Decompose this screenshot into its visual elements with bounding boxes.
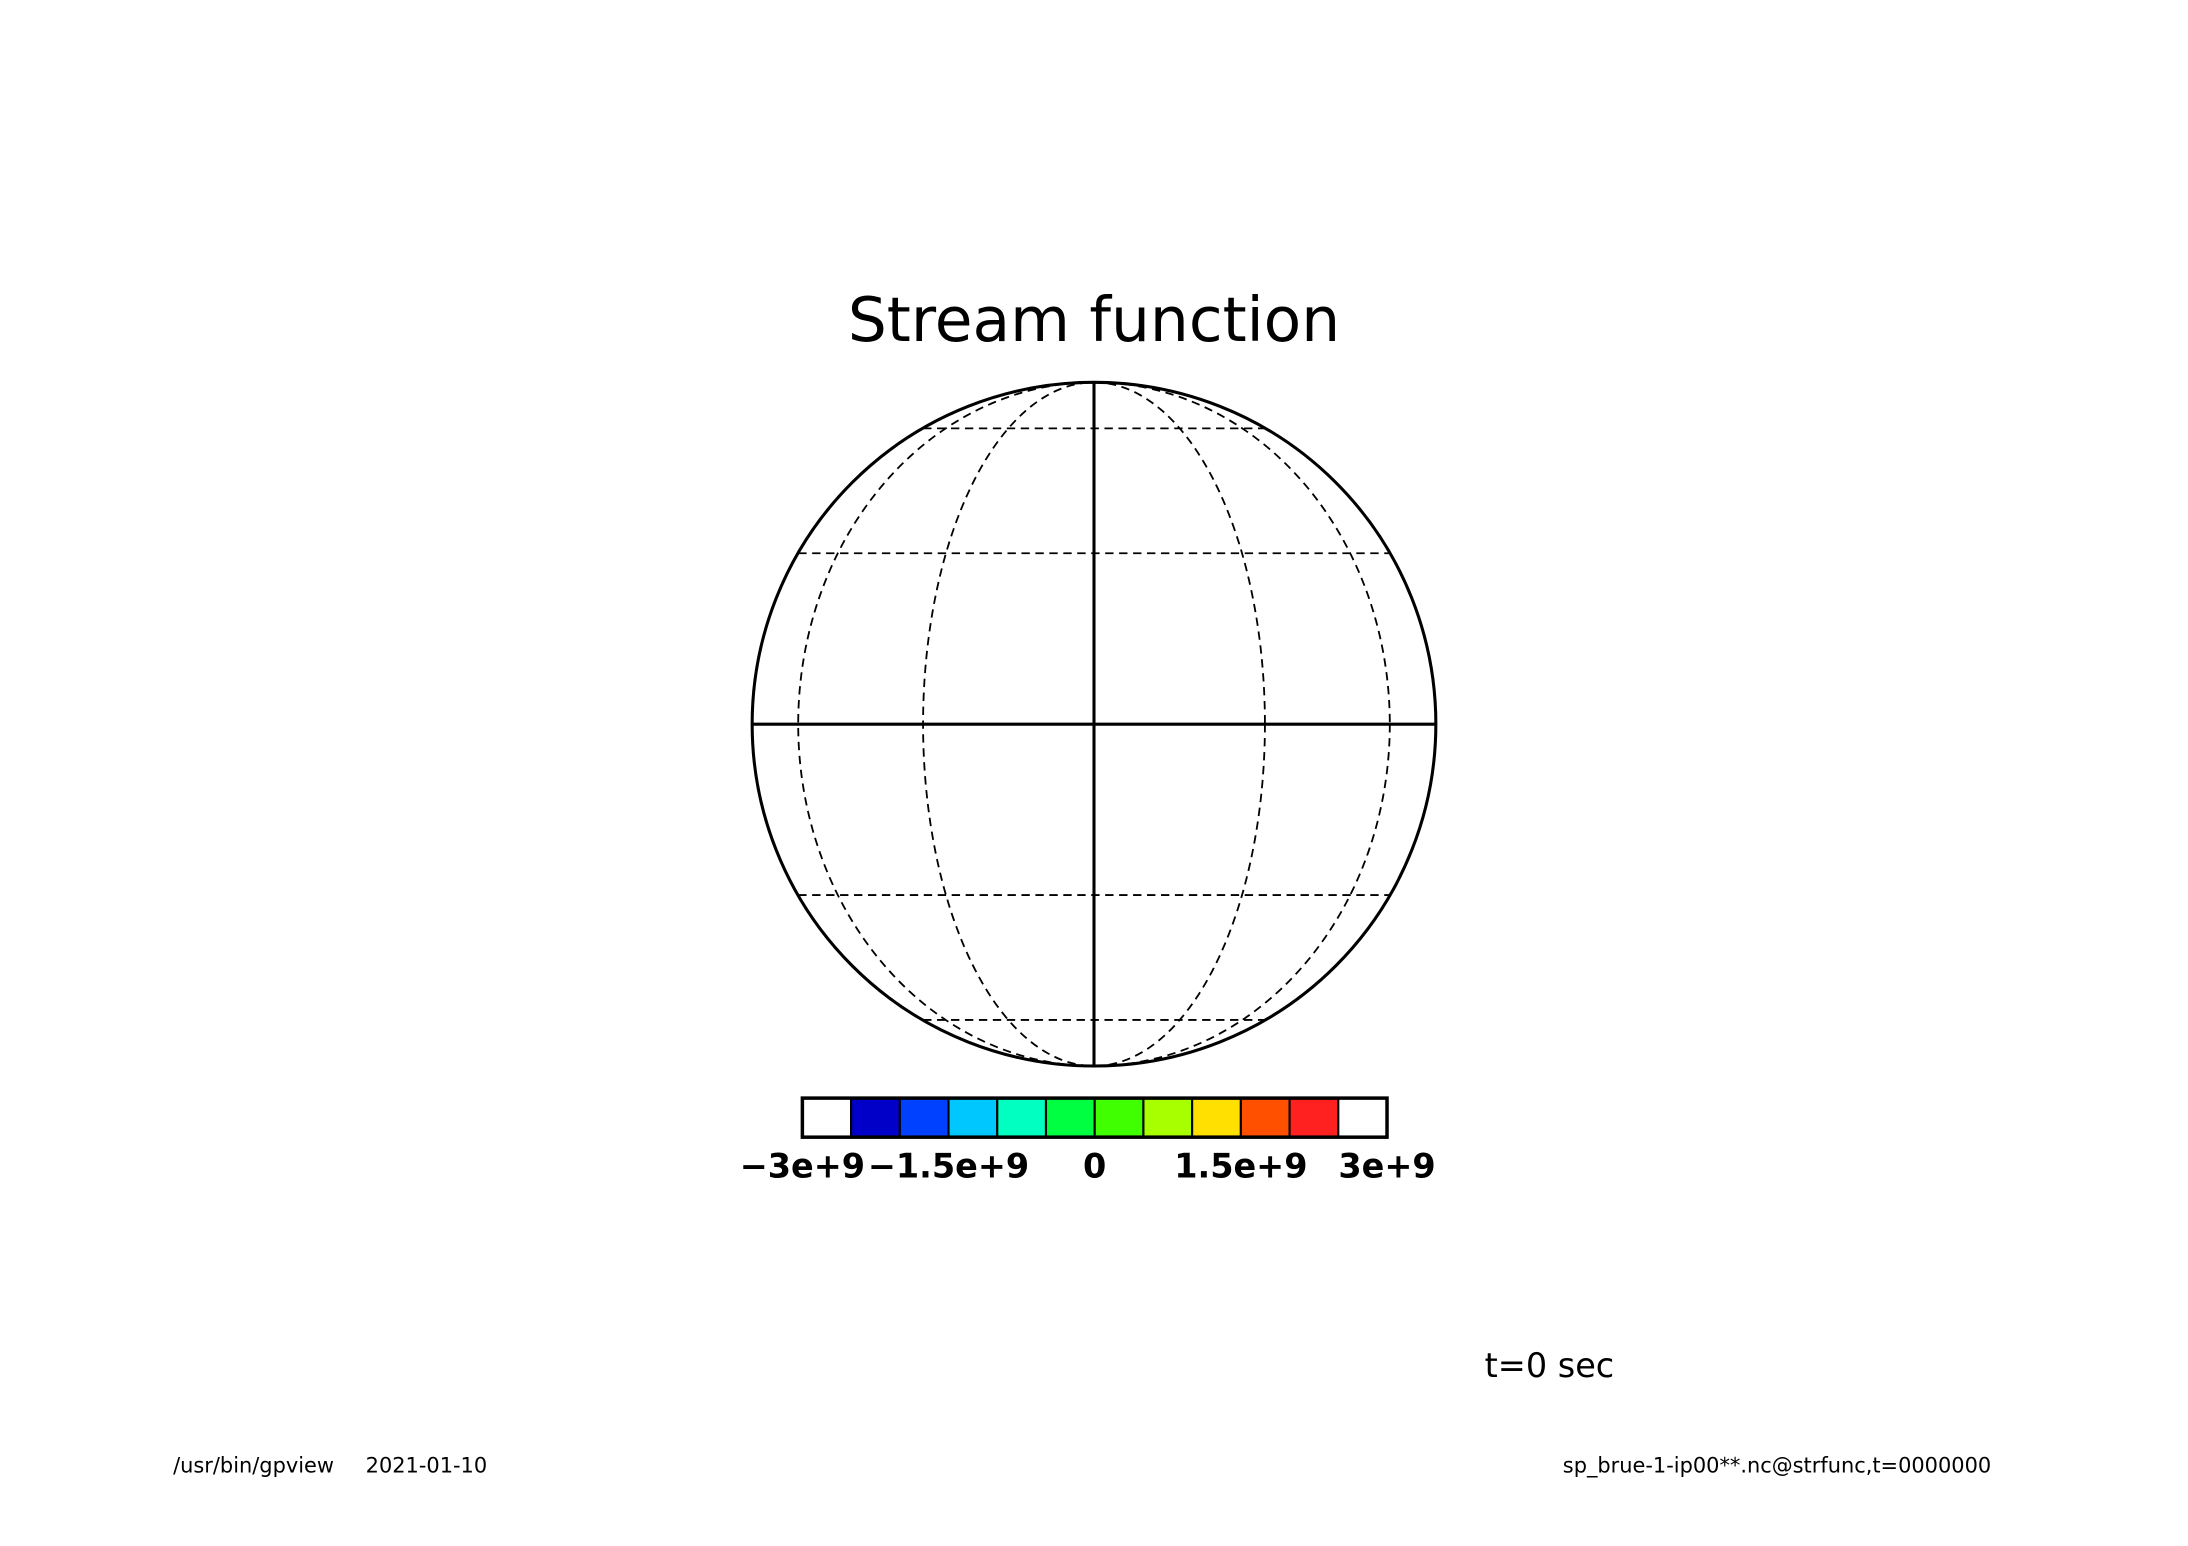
colorbar-frame <box>800 1096 1389 1139</box>
colorbar-box <box>947 1097 999 1139</box>
colorbar-box <box>1044 1097 1096 1139</box>
annotation: t=0 sec <box>1485 1346 1615 1385</box>
colorbar: −3e+9 −1.5e+9 0 1.5e+9 3e+9 <box>740 1096 1436 1185</box>
colorbar-box <box>1239 1097 1291 1139</box>
footer-right: sp_brue-1-ip00**.nc@strfunc,t=0000000 <box>1563 1453 1991 1477</box>
colorbar-box <box>1191 1097 1242 1139</box>
colorbar-box <box>801 1097 853 1139</box>
colorbar-box <box>850 1097 901 1139</box>
globe-outline <box>750 380 1438 1068</box>
colorbar-tick-label: −1.5e+9 <box>868 1146 1029 1185</box>
colorbar-box <box>898 1097 950 1139</box>
footer-date: 2021-01-10 <box>366 1453 487 1477</box>
colorbar-tick-label: 0 <box>1083 1146 1106 1185</box>
colorbar-box <box>1337 1097 1389 1139</box>
colorbar-tick-label: 3e+9 <box>1338 1146 1435 1185</box>
chart-title: Stream function <box>848 285 1340 356</box>
colorbar-box <box>1142 1097 1194 1139</box>
colorbar-tick-label: −3e+9 <box>740 1146 865 1185</box>
globe <box>750 380 1438 1068</box>
colorbar-box <box>1093 1097 1145 1139</box>
footer-left: /usr/bin/gpview <box>173 1453 334 1477</box>
colorbar-box <box>996 1097 1048 1139</box>
colorbar-tick-label: 1.5e+9 <box>1174 1146 1307 1185</box>
colorbar-box <box>1288 1097 1340 1139</box>
